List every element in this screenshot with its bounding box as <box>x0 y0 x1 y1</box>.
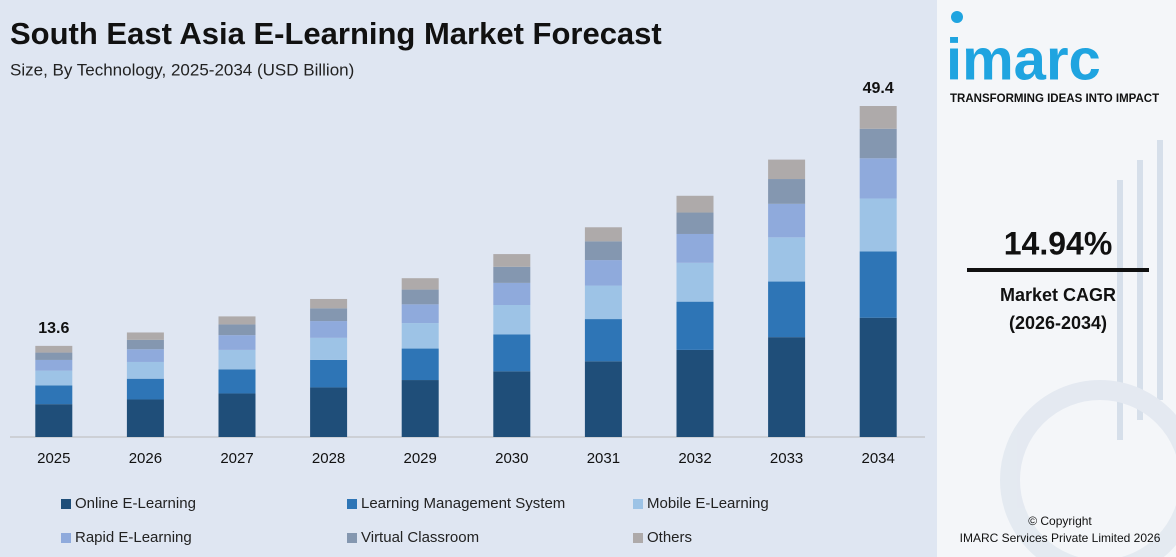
bar-segment <box>126 399 164 437</box>
bar-segment <box>493 371 531 437</box>
chart-subtitle: Size, By Technology, 2025-2034 (USD Bill… <box>10 60 354 79</box>
bar-segment <box>401 278 439 290</box>
legend-swatch <box>633 499 643 509</box>
bar-segment <box>768 337 806 437</box>
legend-label: Online E-Learning <box>75 495 196 512</box>
x-tick-label: 2028 <box>312 450 345 467</box>
bar-segment <box>126 361 164 379</box>
bar-segment <box>859 106 897 129</box>
legend-swatch <box>347 533 357 543</box>
x-tick-label: 2029 <box>404 450 437 467</box>
legend-swatch <box>61 499 71 509</box>
bar-segment <box>310 337 348 360</box>
bar-segment <box>126 339 164 350</box>
chart-title: South East Asia E-Learning Market Foreca… <box>10 16 662 51</box>
legend-label: Rapid E-Learning <box>75 529 192 546</box>
bar-segment <box>126 332 164 340</box>
logo: imarc <box>946 27 1101 92</box>
bar-segment <box>35 370 73 386</box>
cagr-value: 14.94% <box>1004 225 1113 261</box>
bar-segment <box>401 380 439 437</box>
bar-segment <box>218 324 256 336</box>
bar-segment <box>859 198 897 252</box>
bar-segment <box>584 227 622 242</box>
bar-segment <box>310 308 348 322</box>
bar-segment <box>584 361 622 437</box>
bar-segment <box>493 334 531 372</box>
bar-segment <box>584 260 622 286</box>
bar-segment <box>493 266 531 283</box>
bar-segment <box>126 378 164 400</box>
x-tick-label: 2032 <box>678 450 711 467</box>
bar-segment <box>493 282 531 306</box>
bar-segment <box>310 359 348 388</box>
bar-segment <box>35 404 73 437</box>
bar-segment <box>218 349 256 370</box>
sidebar-bg <box>937 0 1176 557</box>
bar-segment <box>768 179 806 204</box>
x-tick-label: 2033 <box>770 450 803 467</box>
bar-segment <box>401 289 439 305</box>
bar-segment <box>401 323 439 349</box>
x-tick-label: 2025 <box>37 450 70 467</box>
bar-segment <box>676 262 714 302</box>
bar-segment <box>310 321 348 338</box>
legend-label: Virtual Classroom <box>361 529 479 546</box>
bar-segment <box>859 158 897 199</box>
bar-segment <box>768 237 806 282</box>
bar-segment <box>218 316 256 325</box>
x-tick-label: 2031 <box>587 450 620 467</box>
bar-segment <box>310 387 348 437</box>
sidebar-decor <box>1000 140 1176 557</box>
legend-swatch <box>347 499 357 509</box>
bar-segment <box>584 241 622 261</box>
x-tick-label: 2027 <box>220 450 253 467</box>
bar-segment <box>859 251 897 318</box>
bar-segment <box>859 128 897 159</box>
legend-label: Learning Management System <box>361 495 565 512</box>
bar-segment <box>584 285 622 320</box>
bar-segment <box>493 305 531 335</box>
bar-segment <box>768 203 806 238</box>
bar-segment <box>218 393 256 437</box>
bar-segment <box>35 359 73 371</box>
bar-segment <box>768 281 806 338</box>
bar-segment <box>676 195 714 213</box>
bar-segment <box>401 348 439 381</box>
x-tick-label: 2034 <box>862 450 895 467</box>
bar-segment <box>584 319 622 362</box>
total-label: 13.6 <box>38 320 69 337</box>
bar-segment <box>676 233 714 263</box>
legend-swatch <box>633 533 643 543</box>
copyright: © Copyright <box>1028 514 1092 528</box>
bar-segment <box>676 212 714 234</box>
bar-segment <box>401 304 439 324</box>
bar-segment <box>35 352 73 360</box>
cagr-label: Market CAGR <box>1000 285 1116 305</box>
bar-segment <box>676 349 714 437</box>
bar-segment <box>218 335 256 350</box>
bar-segment <box>310 298 348 309</box>
cagr-period: (2026-2034) <box>1009 313 1107 333</box>
bar-segment <box>768 159 806 180</box>
x-tick-label: 2030 <box>495 450 528 467</box>
tagline: TRANSFORMING IDEAS INTO IMPACT <box>950 93 1159 105</box>
bar-segment <box>218 369 256 394</box>
legend-label: Others <box>647 529 692 546</box>
bar-segment <box>859 317 897 437</box>
bar-segment <box>126 349 164 362</box>
bar-segment <box>35 345 73 353</box>
bar-segment <box>493 254 531 267</box>
total-label: 49.4 <box>863 80 894 97</box>
x-tick-label: 2026 <box>129 450 162 467</box>
legend-label: Mobile E-Learning <box>647 495 769 512</box>
logo-dot <box>951 11 963 23</box>
legend-swatch <box>61 533 71 543</box>
company: IMARC Services Private Limited 2026 <box>960 531 1161 545</box>
bar-segment <box>676 301 714 350</box>
bar-segment <box>35 385 73 405</box>
